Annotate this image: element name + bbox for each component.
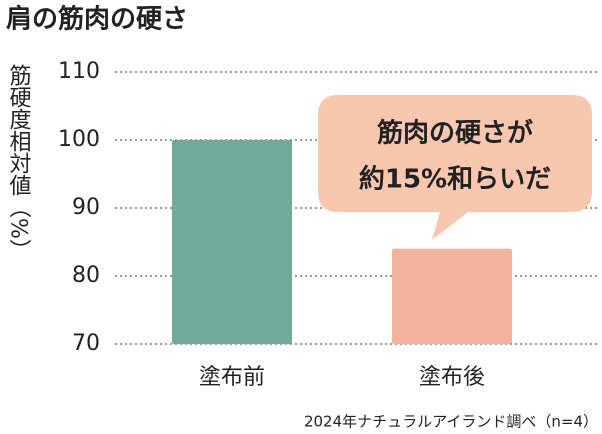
bar (172, 140, 292, 344)
y-tick-label: 70 (72, 331, 100, 356)
y-tick-label: 110 (58, 59, 100, 84)
y-tick-label: 80 (72, 263, 100, 288)
source-note: 2024年ナチュラルアイランド調べ（n=4） (304, 413, 598, 431)
callout-bubble (318, 95, 592, 240)
callout-text: 筋肉の硬さが (377, 118, 533, 149)
bar (392, 248, 512, 344)
x-tick-label: 塗布後 (419, 365, 485, 390)
y-tick-label: 90 (72, 195, 100, 220)
y-axis-label: 筋硬度相対値（%） (6, 64, 32, 261)
x-tick-label: 塗布前 (199, 365, 265, 390)
chart-title: 肩の筋肉の硬さ (6, 4, 188, 35)
callout-text: 約15%和らいだ (359, 164, 551, 195)
y-tick-label: 100 (58, 127, 100, 152)
